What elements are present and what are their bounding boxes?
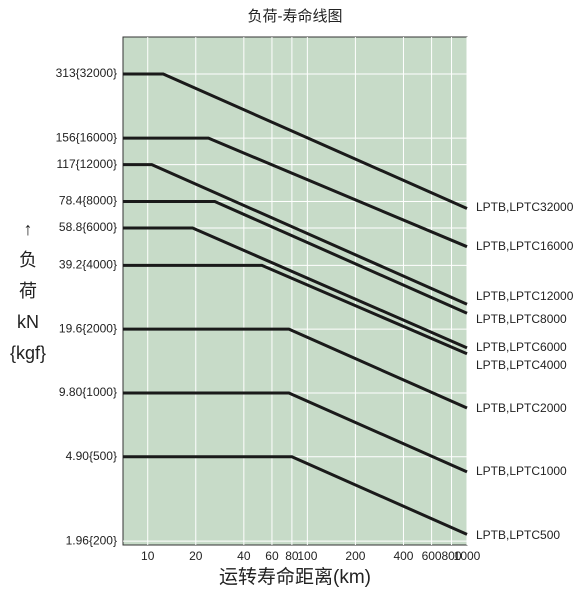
y-tick-label: 19.6{2000} [59,321,117,335]
series-label: LPTB,LPTC16000 [476,239,574,253]
x-tick-label: 100 [297,549,317,563]
y-axis-label: 负 [19,250,37,270]
x-tick-label: 1000 [454,549,481,563]
y-tick-label: 39.2{4000} [59,258,117,272]
x-tick-label: 80 [285,549,299,563]
series-line [123,72,468,210]
y-axis-label: {kgf} [10,343,46,363]
x-tick-label: 40 [237,549,251,563]
series-label: LPTB,LPTC1000 [476,464,567,478]
series-line [123,391,468,474]
x-tick-label: 600 [422,549,442,563]
y-tick-label: 4.90{500} [66,449,117,463]
y-tick-label: 58.8{6000} [59,220,117,234]
y-axis-label: kN [17,312,39,332]
x-tick-label: 20 [189,549,203,563]
x-tick-label: 60 [265,549,279,563]
series-line [123,327,468,410]
x-tick-label: 800 [442,549,462,563]
y-tick-label: 1.96{200} [66,533,117,547]
series-label: LPTB,LPTC8000 [476,312,567,326]
x-axis-label: 运转寿命距离(km) [219,566,371,588]
y-axis-label: 荷 [19,281,37,301]
y-axis-label: ↑ [24,219,33,239]
plot-area [122,36,468,546]
series-label: LPTB,LPTC6000 [476,340,567,354]
x-tick-label: 200 [345,549,365,563]
series-line [123,136,468,249]
series-label: LPTB,LPTC32000 [476,200,574,214]
y-tick-label: 313{32000} [56,66,117,80]
chart-title: 负荷-寿命线图 [248,7,343,25]
series-line [123,200,468,315]
y-tick-label: 156{16000} [56,130,117,144]
series-label: LPTB,LPTC12000 [476,289,574,303]
y-tick-label: 78.4{8000} [59,194,117,208]
x-tick-label: 400 [393,549,413,563]
series-line [123,163,468,306]
series-line [123,263,468,356]
series-label: LPTB,LPTC2000 [476,401,567,415]
x-tick-label: 10 [141,549,155,563]
y-tick-label: 9.80{1000} [59,385,117,399]
y-tick-label: 117{12000} [56,157,117,171]
series-line [123,226,468,350]
series-line [123,455,468,536]
series-label: LPTB,LPTC4000 [476,358,567,372]
series-label: LPTB,LPTC500 [476,528,560,542]
